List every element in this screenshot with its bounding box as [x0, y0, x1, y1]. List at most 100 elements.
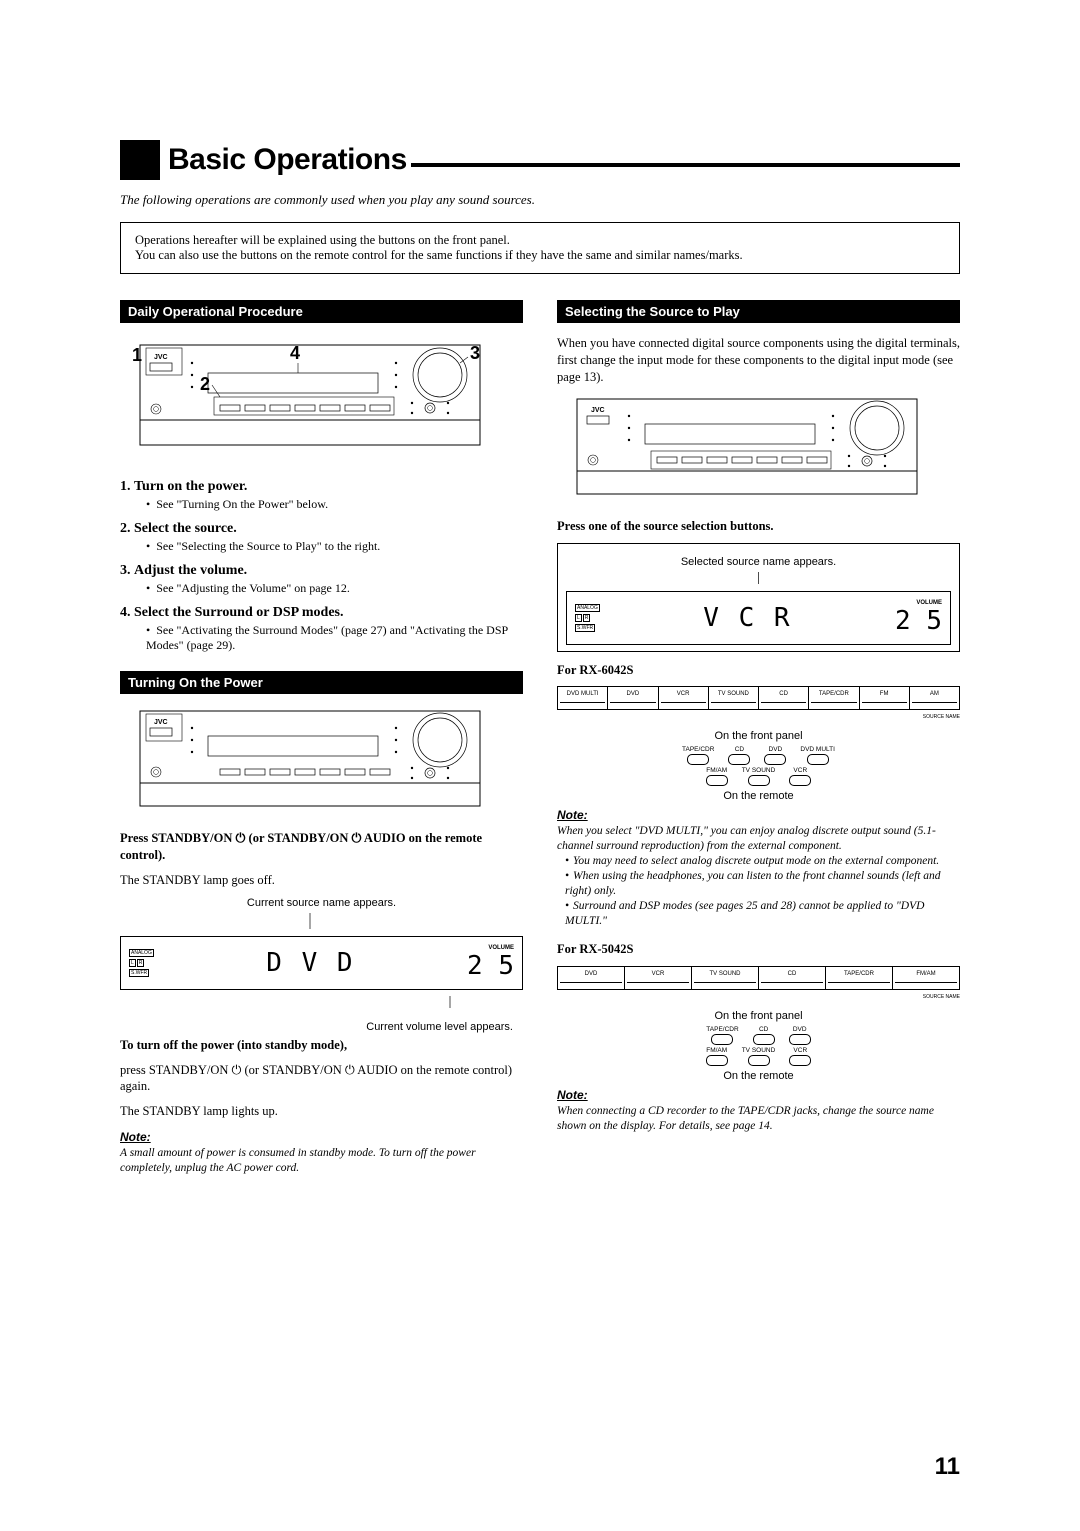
box-note-line1: Operations hereafter will be explained u…: [135, 233, 945, 248]
source-intro: When you have connected digital source c…: [557, 335, 960, 386]
step-3-detail: See "Adjusting the Volume" on page 12.: [146, 581, 523, 596]
source-button-cell: TV SOUND: [692, 967, 759, 989]
page-title: Basic Operations: [168, 143, 407, 177]
svg-text:JVC: JVC: [154, 719, 168, 726]
step-4-detail: See "Activating the Surround Modes" (pag…: [146, 623, 523, 653]
pointer-to-display-right: [566, 572, 951, 586]
operations-note-box: Operations hereafter will be explained u…: [120, 222, 960, 274]
svg-text:JVC: JVC: [591, 407, 605, 414]
seven-seg-volume: 2 5: [467, 951, 514, 981]
source-button-cell: FM/AM: [893, 967, 959, 989]
svg-text:3: 3: [470, 343, 480, 363]
pointer-to-volume: [120, 996, 500, 1012]
remote-buttons-6042: TAPE/CDR CD DVD DVD MULTI FM/AM TV SOUND VCR: [557, 746, 960, 786]
remote-button: VCR: [789, 1047, 811, 1066]
source-buttons-5042: DVDVCRTV SOUNDCDTAPE/CDRFM/AM: [557, 966, 960, 990]
title-rule: [411, 163, 960, 167]
source-button-cell: TAPE/CDR: [809, 687, 859, 709]
note-body-6042: When you select "DVD MULTI," you can enj…: [557, 824, 960, 929]
note-body-left: A small amount of power is consumed in s…: [120, 1146, 523, 1176]
caption-selected-source: Selected source name appears.: [566, 556, 951, 568]
standby-lamp-on: The STANDBY lamp lights up.: [120, 1103, 523, 1120]
receiver-diagram-plain: JVC: [120, 706, 500, 816]
display-panel-dvd: ANALOG LR S.WFR D V D VOLUME 2 5: [120, 936, 523, 990]
source-button-cell: DVD MULTI: [558, 687, 608, 709]
for-6042-label: For RX-6042S: [557, 662, 960, 679]
intro-text: The following operations are commonly us…: [120, 192, 960, 208]
title-square: [120, 140, 160, 180]
note-heading-left: Note:: [120, 1130, 151, 1144]
source-name-label-5042: SOURCE NAME: [557, 994, 960, 1000]
step-4: Select the Surround or DSP modes.See "Ac…: [134, 605, 523, 653]
press-standby-instruction: Press STANDBY/ON ⏻ (or STANDBY/ON ⏻ AUDI…: [120, 830, 523, 864]
source-button-cell: TV SOUND: [709, 687, 759, 709]
right-column: Selecting the Source to Play When you ha…: [557, 300, 960, 1188]
pointer-to-display: [120, 913, 500, 931]
source-button-cell: CD: [759, 967, 826, 989]
source-button-cell: CD: [759, 687, 809, 709]
two-column-layout: Daily Operational Procedure JVC: [120, 300, 960, 1188]
source-buttons-6042: DVD MULTIDVDVCRTV SOUNDCDTAPE/CDRFMAM: [557, 686, 960, 710]
caption-front-panel-6042: On the front panel: [557, 730, 960, 742]
section-turning-on-power: Turning On the Power: [120, 671, 523, 694]
step-3: Adjust the volume.See "Adjusting the Vol…: [134, 563, 523, 596]
remote-buttons-5042: TAPE/CDRCDDVDFM/AMTV SOUNDVCR: [557, 1026, 960, 1066]
source-button-cell: FM: [860, 687, 910, 709]
section-daily-procedure: Daily Operational Procedure: [120, 300, 523, 323]
source-button-cell: TAPE/CDR: [826, 967, 893, 989]
step-1: Turn on the power.See "Turning On the Po…: [134, 479, 523, 512]
jvc-logo: JVC: [154, 354, 168, 361]
selected-source-box: Selected source name appears. ANALOG LR …: [557, 543, 960, 652]
remote-button: VCR: [789, 767, 811, 786]
source-button-cell: DVD: [558, 967, 625, 989]
caption-front-panel-5042: On the front panel: [557, 1010, 960, 1022]
section-selecting-source: Selecting the Source to Play: [557, 300, 960, 323]
svg-text:1: 1: [132, 345, 142, 365]
procedure-steps: Turn on the power.See "Turning On the Po…: [134, 479, 523, 653]
turn-off-instruction: press STANDBY/ON ⏻ (or STANDBY/ON ⏻ AUDI…: [120, 1062, 523, 1096]
note-body-5042: When connecting a CD recorder to the TAP…: [557, 1104, 960, 1134]
remote-button: FM/AM: [706, 767, 728, 786]
remote-button: DVD: [764, 746, 786, 765]
box-note-line2: You can also use the buttons on the remo…: [135, 248, 945, 263]
source-button-cell: VCR: [659, 687, 709, 709]
remote-button: TV SOUND: [742, 1047, 776, 1066]
note-heading-6042: Note:: [557, 808, 588, 822]
receiver-diagram-source: JVC: [557, 394, 937, 504]
receiver-diagram-callouts: JVC 1 2 4: [120, 335, 500, 465]
remote-button: DVD: [789, 1026, 811, 1045]
source-button-cell: VCR: [625, 967, 692, 989]
page-number: 11: [935, 1453, 960, 1481]
caption-current-source: Current source name appears.: [120, 897, 523, 909]
caption-remote-5042: On the remote: [557, 1070, 960, 1082]
svg-text:2: 2: [200, 374, 210, 394]
title-row: Basic Operations: [120, 140, 960, 180]
seven-seg-source: D V D: [162, 948, 459, 978]
caption-volume-level: Current volume level appears.: [120, 1021, 523, 1033]
left-column: Daily Operational Procedure JVC: [120, 300, 523, 1188]
remote-button: TAPE/CDR: [682, 746, 714, 765]
step-2: Select the source.See "Selecting the Sou…: [134, 521, 523, 554]
caption-remote-6042: On the remote: [557, 790, 960, 802]
note-heading-5042: Note:: [557, 1088, 588, 1102]
step-2-detail: See "Selecting the Source to Play" to th…: [146, 539, 523, 554]
display-panel-vcr: ANALOG LR S.WFR V C R VOLUME 2 5: [566, 591, 951, 645]
standby-lamp-off: The STANDBY lamp goes off.: [120, 872, 523, 889]
source-button-cell: DVD: [608, 687, 658, 709]
seven-seg-source-r: V C R: [608, 603, 887, 633]
remote-button: FM/AM: [706, 1047, 728, 1066]
analog-indicator-r: ANALOG LR S.WFR: [575, 604, 600, 632]
for-5042-label: For RX-5042S: [557, 941, 960, 958]
source-button-cell: AM: [910, 687, 959, 709]
svg-text:4: 4: [290, 343, 300, 363]
remote-button: DVD MULTI: [800, 746, 835, 765]
remote-button: TV SOUND: [742, 767, 776, 786]
turn-off-heading: To turn off the power (into standby mode…: [120, 1037, 523, 1054]
seven-seg-volume-r: 2 5: [895, 606, 942, 636]
analog-indicator: ANALOG LR S.WFR: [129, 949, 154, 977]
remote-button: TAPE/CDR: [706, 1026, 738, 1045]
press-source-instruction: Press one of the source selection button…: [557, 518, 960, 535]
step-1-detail: See "Turning On the Power" below.: [146, 497, 523, 512]
remote-button: CD: [728, 746, 750, 765]
source-name-label-6042: SOURCE NAME: [557, 714, 960, 720]
